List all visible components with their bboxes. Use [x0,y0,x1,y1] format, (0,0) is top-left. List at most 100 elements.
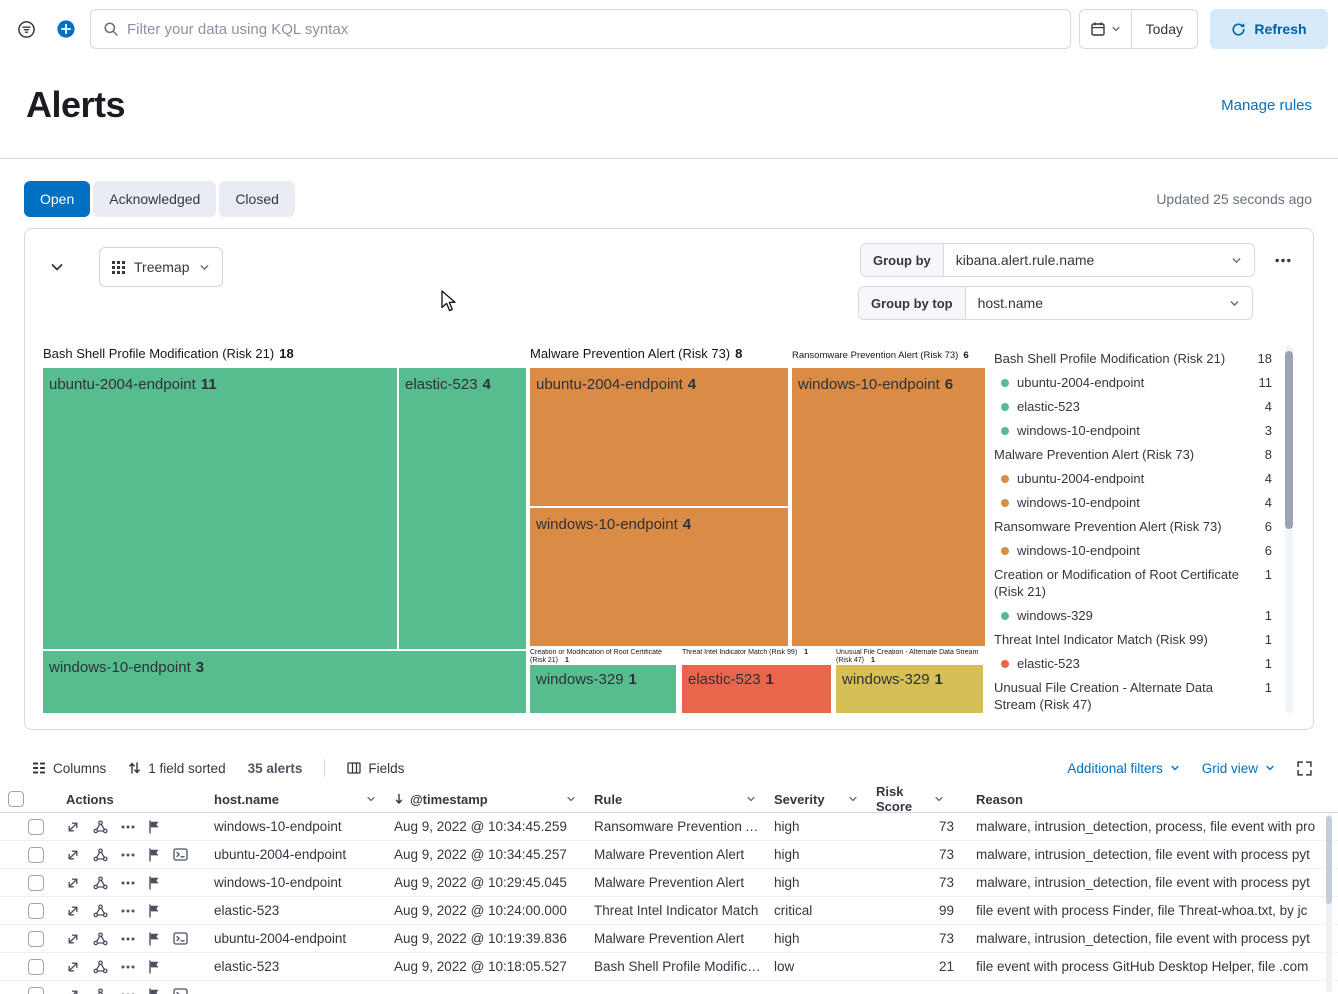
row-checkbox[interactable] [28,958,44,975]
chart-view-select[interactable]: Treemap [99,247,223,287]
legend-item[interactable]: ubuntu-2004-endpoint 11 [994,370,1272,394]
row-checkbox[interactable] [28,930,44,947]
open-session-viewer-button[interactable] [173,932,188,945]
group-by-select[interactable]: kibana.alert.rule.name [944,244,1254,276]
grid-header-severity[interactable]: Severity [766,792,868,807]
legend-item[interactable]: ubuntu-2004-endpoint 4 [994,466,1272,490]
cell-severity: high [774,875,800,890]
open-session-viewer-button[interactable] [173,988,188,994]
grid-header-rule[interactable]: Rule [586,792,766,807]
analyze-event-icon [93,875,108,890]
tab-acknowledged[interactable]: Acknowledged [93,181,217,217]
legend-group[interactable]: Bash Shell Profile Modification (Risk 21… [994,350,1272,366]
analyze-event-button[interactable] [93,987,108,994]
add-filter-button[interactable] [50,13,82,45]
expand-alert-button[interactable] [66,848,80,862]
more-actions-button[interactable] [121,909,135,913]
investigate-in-timeline-button[interactable] [148,875,160,890]
expand-alert-button[interactable] [66,988,80,994]
legend-dot [1001,402,1009,411]
treemap-cell[interactable]: windows-10-endpoint 6 [792,368,985,646]
grid-view-button[interactable]: Grid view [1202,761,1275,776]
expand-alert-button[interactable] [66,820,80,834]
treemap-cell[interactable]: elastic-523 4 [399,368,526,649]
chevron-down-icon [1170,763,1180,773]
legend-item[interactable]: windows-10-endpoint 6 [994,538,1272,562]
investigate-in-timeline-button[interactable] [148,819,160,834]
open-session-viewer-button[interactable] [173,848,188,861]
expand-alert-icon [66,932,80,946]
treemap-cell[interactable]: windows-10-endpoint 4 [530,508,788,646]
legend-scrollbar-thumb[interactable] [1285,351,1293,529]
expand-alert-button[interactable] [66,960,80,974]
expand-alert-button[interactable] [66,904,80,918]
date-picker-today-button[interactable]: Today [1132,10,1197,48]
group-by-top-select[interactable]: host.name [966,287,1252,319]
legend-item[interactable]: windows-10-endpoint 3 [994,418,1272,442]
grid-header-reason[interactable]: Reason [976,791,1023,807]
expand-alert-button[interactable] [66,932,80,946]
legend-group[interactable]: Unusual File Creation - Alternate Data S… [994,679,1272,712]
columns-button[interactable]: Columns [32,761,106,776]
row-checkbox[interactable] [28,874,44,891]
treemap-cell[interactable]: elastic-523 1 [682,665,831,713]
more-actions-button[interactable] [121,825,135,829]
expand-alert-icon [66,848,80,862]
analyze-event-button[interactable] [93,959,108,974]
collapse-chart-button[interactable] [45,255,69,279]
investigate-in-timeline-button[interactable] [148,903,160,918]
investigate-in-timeline-button[interactable] [148,847,160,862]
more-actions-button[interactable] [121,881,135,885]
additional-filters-button[interactable]: Additional filters [1067,761,1179,776]
row-checkbox[interactable] [28,986,44,994]
manage-rules-link[interactable]: Manage rules [1221,96,1312,114]
page-title: Alerts [26,84,126,125]
more-actions-button[interactable] [121,965,135,969]
analyze-event-button[interactable] [93,903,108,918]
treemap-cell[interactable]: windows-329 1 [530,665,676,713]
kql-search-input[interactable] [127,20,1058,38]
grid-header-host[interactable]: host.name [206,792,386,807]
grid-scrollbar-thumb[interactable] [1326,816,1332,904]
investigate-in-timeline-button[interactable] [148,959,160,974]
legend-item[interactable]: elastic-523 1 [994,651,1272,675]
grid-header-risk-score[interactable]: Risk Score [868,784,968,814]
analyze-event-button[interactable] [93,875,108,890]
legend-item[interactable]: windows-10-endpoint 4 [994,490,1272,514]
expand-alert-button[interactable] [66,876,80,890]
refresh-button[interactable]: Refresh [1210,9,1328,49]
treemap-cell[interactable]: ubuntu-2004-endpoint 11 [43,368,397,649]
query-menu-button[interactable] [10,13,42,45]
row-checkbox[interactable] [28,846,44,863]
investigate-in-timeline-button[interactable] [148,987,160,994]
treemap-cell[interactable]: windows-329 1 [836,665,983,713]
tab-closed[interactable]: Closed [219,181,295,217]
legend-group[interactable]: Creation or Modification of Root Certifi… [994,566,1272,599]
date-picker-calendar-button[interactable] [1080,10,1132,48]
fullscreen-button[interactable] [1297,760,1312,776]
select-all-checkbox[interactable] [8,791,24,807]
legend-item[interactable]: windows-329 1 [994,603,1272,627]
chart-options-button[interactable] [1271,254,1295,267]
fields-button[interactable]: Fields [347,761,404,776]
analyze-event-button[interactable] [93,847,108,862]
grid-header-timestamp[interactable]: @timestamp [386,792,586,807]
analyze-event-button[interactable] [93,931,108,946]
legend-group[interactable]: Ransomware Prevention Alert (Risk 73) 6 [994,518,1272,534]
row-checkbox[interactable] [28,818,44,835]
more-actions-button[interactable] [121,853,135,857]
chevron-down-icon [934,794,944,804]
treemap-cell[interactable]: ubuntu-2004-endpoint 4 [530,368,788,506]
row-checkbox[interactable] [28,902,44,919]
legend-group[interactable]: Malware Prevention Alert (Risk 73) 8 [994,446,1272,462]
grid-scrollbar[interactable] [1326,814,1332,992]
treemap-cell[interactable]: windows-10-endpoint 3 [43,651,526,713]
more-actions-button[interactable] [121,937,135,941]
analyze-event-button[interactable] [93,819,108,834]
tab-open[interactable]: Open [24,181,91,217]
legend-scrollbar[interactable] [1285,346,1293,713]
legend-item[interactable]: elastic-523 4 [994,394,1272,418]
legend-group[interactable]: Threat Intel Indicator Match (Risk 99) 1 [994,631,1272,647]
sort-fields-button[interactable]: 1 field sorted [128,761,226,776]
investigate-in-timeline-button[interactable] [148,931,160,946]
